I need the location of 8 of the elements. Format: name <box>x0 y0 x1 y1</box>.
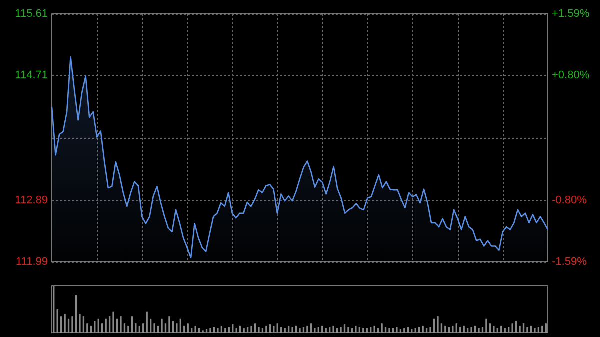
y2-tick-label: -1.59% <box>552 256 588 268</box>
y2-tick-label: -0.80% <box>552 194 588 206</box>
y-tick-label: 111.99 <box>16 256 48 268</box>
y-tick-label: 112.89 <box>15 194 48 206</box>
y-tick-label: 114.71 <box>15 70 48 82</box>
y2-tick-label: +0.80% <box>552 70 590 82</box>
y-tick-label: 115.61 <box>15 8 48 20</box>
y2-tick-label: +1.59% <box>552 8 590 20</box>
